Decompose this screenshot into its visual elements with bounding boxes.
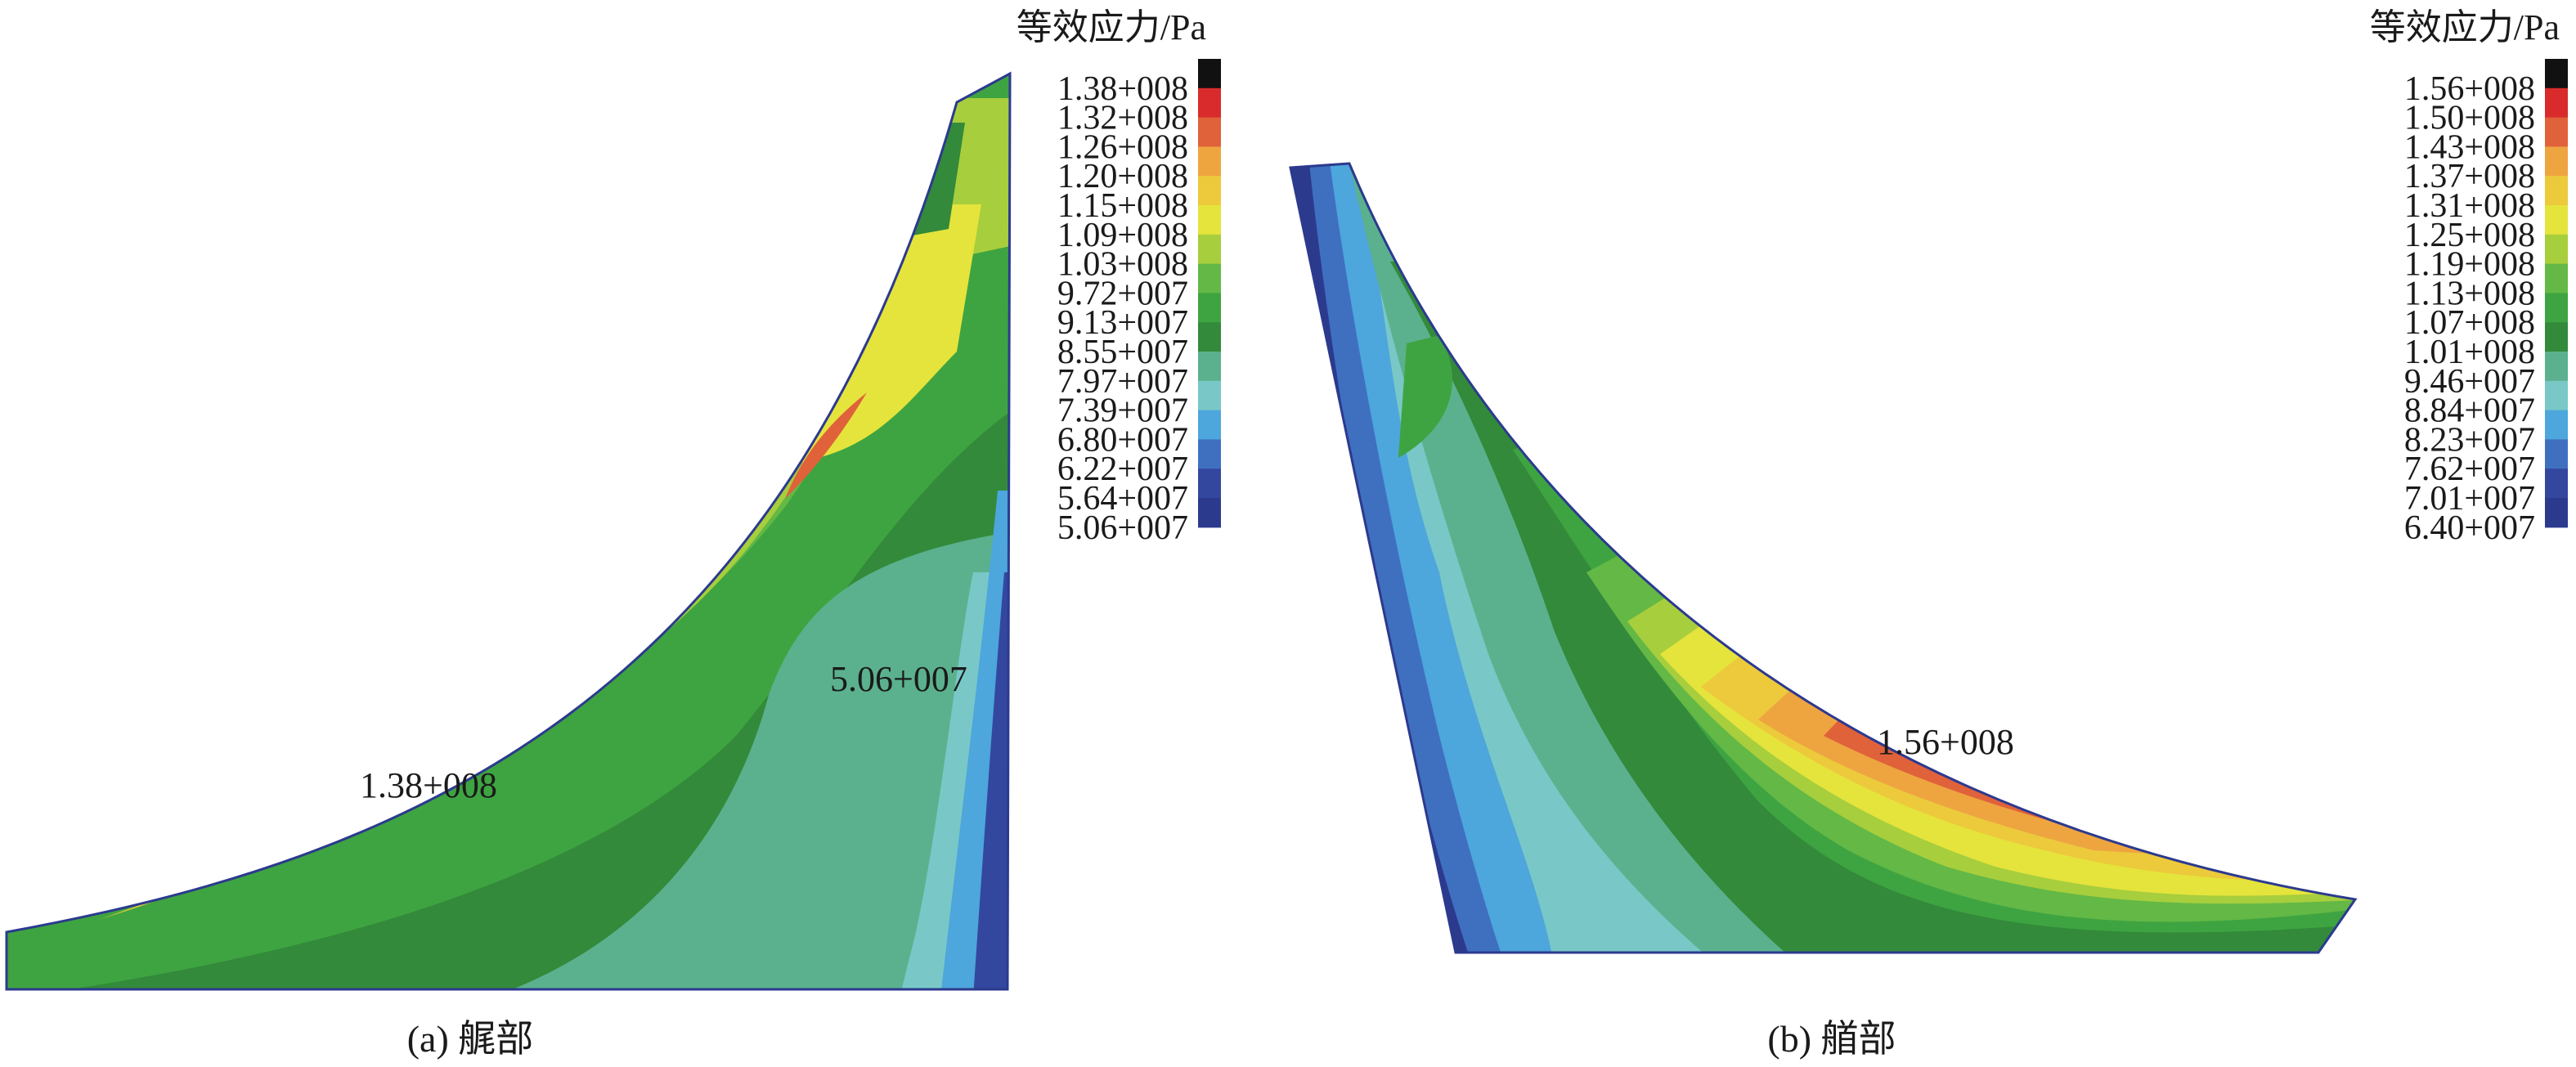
bow-colorbar-swatch — [2545, 146, 2568, 177]
stern-caption: (a) 艉部 — [407, 1018, 534, 1060]
stern-colorbar-label: 6.80+007 — [1057, 421, 1188, 459]
bow-colorbar-swatch — [2545, 205, 2568, 235]
stern-colorbar-swatch — [1198, 380, 1221, 411]
stern-colorbar-label: 1.15+008 — [1057, 187, 1188, 225]
bow-colorbar-label: 8.23+007 — [2404, 421, 2535, 459]
stern-colorbar-label: 6.22+007 — [1057, 451, 1188, 488]
stern-colorbar-label: 1.09+008 — [1057, 217, 1188, 254]
bow-colorbar-swatch — [2545, 263, 2568, 294]
bow-colorbar-label: 1.37+008 — [2404, 158, 2535, 195]
bow-colorbar-swatch — [2545, 468, 2568, 499]
bow-colorbar-swatch — [2545, 352, 2568, 382]
bow-colorbar-label: 9.46+007 — [2404, 363, 2535, 401]
stern-colorbar-swatch — [1198, 176, 1221, 206]
bow-colorbar-swatch — [2545, 380, 2568, 411]
stern-colorbar-swatch — [1198, 59, 1221, 89]
stern-colorbar-label: 9.13+007 — [1057, 304, 1188, 342]
stern-stress-contour — [5, 71, 1012, 991]
bow-max-annotation: 1.56+008 — [1877, 722, 2014, 762]
stern-colorbar-swatch — [1198, 117, 1221, 147]
stern-colorbar-label: 1.03+008 — [1057, 246, 1188, 284]
stern-colorbar-label: 9.72+007 — [1057, 275, 1188, 312]
stern-min-annotation: 5.06+007 — [830, 659, 967, 699]
stern-colorbar-label: 1.38+008 — [1057, 70, 1188, 108]
bow-colorbar-label: 1.07+008 — [2404, 304, 2535, 342]
stern-colorbar-swatch — [1198, 293, 1221, 323]
stern-colorbar-label: 5.06+007 — [1057, 509, 1188, 547]
stern-colorbar-label: 1.32+008 — [1057, 100, 1188, 137]
stern-colorbar-swatch — [1198, 146, 1221, 177]
stern-colorbar-label: 5.64+007 — [1057, 480, 1188, 518]
bow-colorbar-label: 8.84+007 — [2404, 392, 2535, 430]
bow-colorbar-swatch — [2545, 117, 2568, 147]
bow-colorbar-swatch — [2545, 322, 2568, 352]
bow-colorbar-label: 1.01+008 — [2404, 334, 2535, 371]
stern-colorbar-label: 8.55+007 — [1057, 334, 1188, 371]
stern-colorbar-label: 1.20+008 — [1057, 158, 1188, 195]
stern-colorbar-swatch — [1198, 263, 1221, 294]
bow-colorbar-swatch — [2545, 439, 2568, 469]
bow-colorbar-label: 1.31+008 — [2404, 187, 2535, 225]
stern-colorbar-swatch — [1198, 234, 1221, 265]
stern-colorbar-swatch — [1198, 498, 1221, 528]
bow-colorbar-swatch — [2545, 59, 2568, 89]
bow-colorbar-label: 6.40+007 — [2404, 509, 2535, 547]
stern-colorbar-swatch — [1198, 352, 1221, 382]
stern-colorbar-swatch — [1198, 439, 1221, 469]
bow-colorbar-label: 1.19+008 — [2404, 246, 2535, 284]
stern-colorbar-title: 等效应力/Pa — [1016, 7, 1206, 47]
stern-colorbar-swatch — [1198, 410, 1221, 440]
bow-colorbar-label: 1.13+008 — [2404, 275, 2535, 312]
bow-colorbar-label: 1.56+008 — [2404, 70, 2535, 108]
bow-colorbar-swatch — [2545, 87, 2568, 119]
stern-colorbar-label: 7.39+007 — [1057, 392, 1188, 430]
stern-colorbar-swatch — [1198, 468, 1221, 499]
stern-colorbar-swatch — [1198, 87, 1221, 119]
bow-colorbar-label: 1.50+008 — [2404, 100, 2535, 137]
bow-colorbar-swatch — [2545, 293, 2568, 323]
stern-colorbar-label: 1.26+008 — [1057, 128, 1188, 166]
bow-colorbar-label: 1.43+008 — [2404, 128, 2535, 166]
bow-colorbar-label: 1.25+008 — [2404, 217, 2535, 254]
stern-colorbar-swatch — [1198, 205, 1221, 235]
bow-colorbar-label: 7.62+007 — [2404, 451, 2535, 488]
bow-stress-contour — [1289, 162, 2358, 954]
stern-colorbar-label: 7.97+007 — [1057, 363, 1188, 401]
stern-colorbar: 1.38+0081.32+0081.26+0081.20+0081.15+008… — [1057, 59, 1221, 547]
stern-colorbar-swatch — [1198, 322, 1221, 352]
bow-colorbar-swatch — [2545, 498, 2568, 528]
bow-colorbar-title: 等效应力/Pa — [2370, 7, 2560, 47]
bow-colorbar-swatch — [2545, 410, 2568, 440]
bow-colorbar-label: 7.01+007 — [2404, 480, 2535, 518]
bow-colorbar-swatch — [2545, 176, 2568, 206]
stern-max-annotation: 1.38+008 — [360, 765, 497, 805]
bow-colorbar: 1.56+0081.50+0081.43+0081.37+0081.31+008… — [2404, 59, 2568, 547]
bow-caption: (b) 艏部 — [1767, 1018, 1896, 1060]
bow-colorbar-swatch — [2545, 234, 2568, 265]
